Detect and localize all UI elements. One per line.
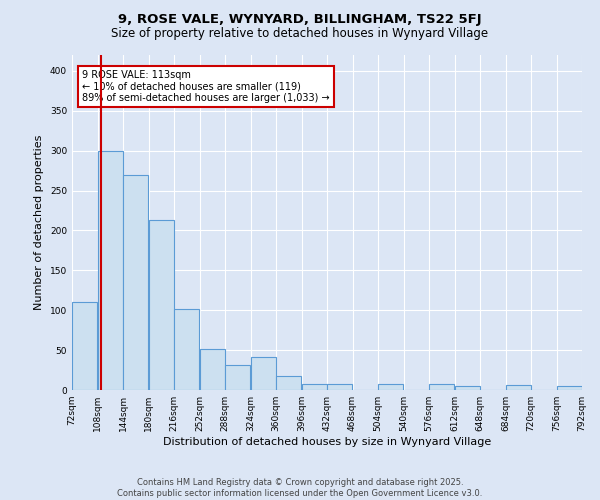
Bar <box>123 174 148 390</box>
Bar <box>429 384 454 390</box>
Bar <box>251 358 276 390</box>
Text: Contains HM Land Registry data © Crown copyright and database right 2025.
Contai: Contains HM Land Registry data © Crown c… <box>118 478 482 498</box>
Bar <box>200 348 225 390</box>
Text: Size of property relative to detached houses in Wynyard Village: Size of property relative to detached ho… <box>112 28 488 40</box>
Bar <box>72 302 97 390</box>
Y-axis label: Number of detached properties: Number of detached properties <box>34 135 44 310</box>
Bar <box>557 386 582 390</box>
Bar <box>174 310 199 390</box>
X-axis label: Distribution of detached houses by size in Wynyard Village: Distribution of detached houses by size … <box>163 437 491 447</box>
Bar <box>149 220 174 390</box>
Bar <box>327 384 352 390</box>
Bar <box>225 366 250 390</box>
Text: 9 ROSE VALE: 113sqm
← 10% of detached houses are smaller (119)
89% of semi-detac: 9 ROSE VALE: 113sqm ← 10% of detached ho… <box>82 70 330 103</box>
Bar <box>506 385 531 390</box>
Bar <box>302 384 327 390</box>
Bar <box>276 376 301 390</box>
Bar <box>98 150 123 390</box>
Text: 9, ROSE VALE, WYNYARD, BILLINGHAM, TS22 5FJ: 9, ROSE VALE, WYNYARD, BILLINGHAM, TS22 … <box>118 12 482 26</box>
Bar <box>378 384 403 390</box>
Bar <box>455 386 480 390</box>
